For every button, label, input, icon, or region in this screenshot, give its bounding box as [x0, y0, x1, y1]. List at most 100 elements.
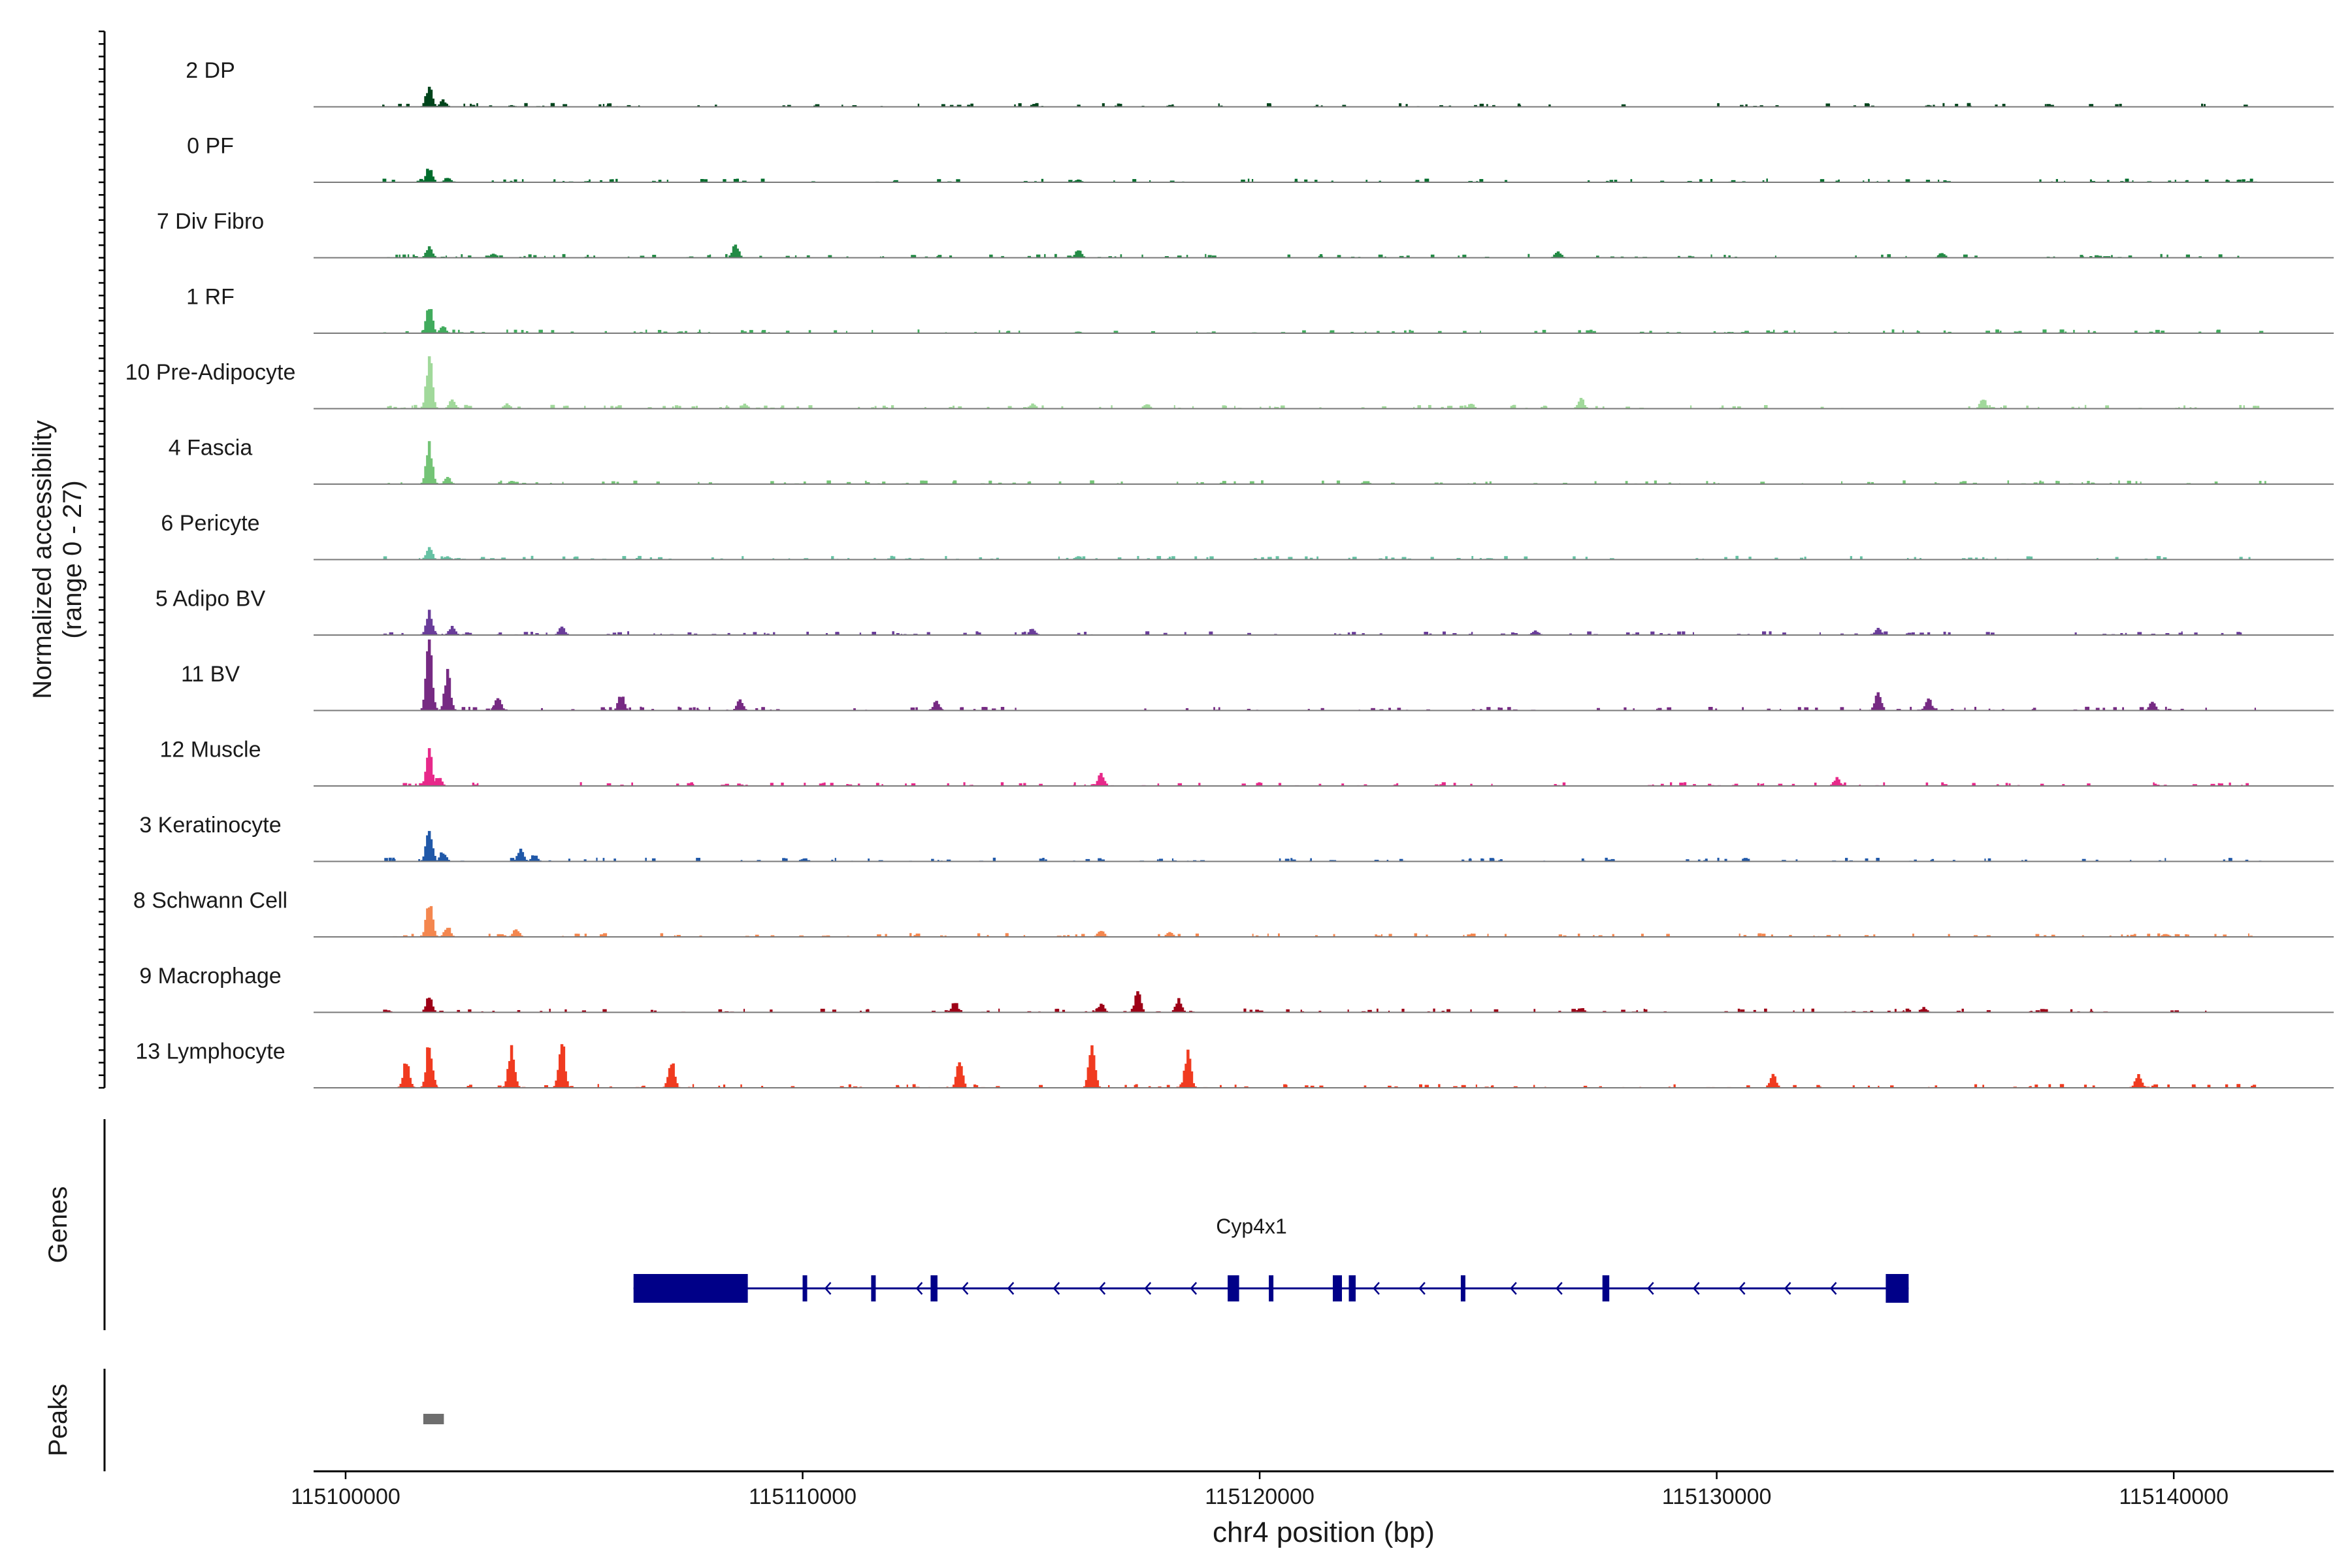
coverage-bar [1388, 708, 1391, 711]
coverage-bar [1699, 179, 1703, 182]
coverage-bar [2039, 179, 2042, 182]
coverage-bar [2147, 934, 2151, 937]
coverage-peak [514, 929, 518, 937]
coverage-bar [1989, 405, 1991, 409]
coverage-bar [1740, 105, 1744, 107]
coverage-bar [1840, 633, 1844, 635]
coverage-peak [444, 930, 448, 937]
coverage-bar [1948, 934, 1950, 937]
coverage-peak [619, 697, 623, 711]
y-axis-title: Normalized accessibility [28, 420, 57, 699]
coverage-bar [657, 330, 662, 333]
coverage-peak [431, 176, 434, 182]
coverage-bar [1793, 330, 1795, 333]
coverage-peak [614, 708, 617, 711]
coverage-bar [1668, 482, 1671, 484]
coverage-peak [621, 696, 625, 711]
coverage-bar [1062, 1009, 1066, 1013]
coverage-bar [1294, 178, 1298, 182]
coverage-bar [1984, 858, 1986, 862]
coverage-bar [877, 934, 881, 937]
coverage-peak [431, 98, 434, 107]
coverage-bar [945, 556, 947, 560]
coverage-peak [431, 320, 434, 333]
coverage-peak [435, 778, 438, 786]
coverage-peak [666, 1077, 670, 1088]
coverage-bar [523, 557, 526, 560]
coverage-bar [1474, 105, 1477, 107]
coverage-bar [1499, 708, 1503, 711]
coverage-bar [1415, 180, 1420, 182]
coverage-bar [937, 860, 939, 862]
coverage-bar [847, 558, 850, 560]
x-axis-title: chr4 position (bp) [1213, 1516, 1435, 1548]
coverage-bar [1361, 407, 1365, 409]
coverage-bar [708, 482, 712, 484]
coverage-peak [1872, 703, 1876, 711]
coverage-bar [389, 632, 393, 635]
coverage-bar [1015, 708, 1017, 711]
coverage-peak [1921, 708, 1925, 711]
track-3-keratinocyte: 3 Keratinocyte [139, 813, 2334, 862]
coverage-bar [1377, 935, 1381, 937]
coverage-bar [602, 104, 605, 107]
coverage-peak [734, 244, 738, 258]
coverage-bar [468, 406, 472, 409]
coverage-bar [506, 329, 508, 333]
strand-arrow [1007, 1282, 1015, 1295]
coverage-bar [2025, 859, 2027, 862]
coverage-bar [476, 103, 478, 107]
coverage-peak [429, 839, 433, 862]
coverage-bar [2251, 1085, 2254, 1088]
coverage-peak [1075, 331, 1078, 333]
coverage-bar [515, 482, 519, 484]
coverage-peak [427, 547, 431, 560]
coverage-bar [446, 255, 448, 258]
coverage-bar [1803, 1008, 1805, 1013]
coverage-bar [1438, 331, 1442, 333]
track-10-pre-adipocyte: 10 Pre-Adipocyte [125, 356, 2334, 410]
coverage-bar [1438, 1084, 1441, 1088]
coverage-bar [1541, 406, 1543, 409]
coverage-bar [708, 707, 711, 711]
coverage-peak [1871, 707, 1874, 711]
coverage-peak [1073, 255, 1077, 258]
coverage-peak [674, 1077, 677, 1088]
coverage-peak [1777, 1085, 1780, 1088]
coverage-bar [602, 933, 608, 937]
coverage-bar [1377, 331, 1380, 333]
coverage-peak [1086, 1067, 1090, 1088]
coverage-bar [1800, 557, 1804, 560]
coverage-peak [1179, 1004, 1183, 1013]
coverage-peak [427, 610, 431, 635]
coverage-peak [1031, 629, 1034, 635]
coverage-bar [2236, 180, 2239, 182]
coverage-bar [2000, 407, 2002, 409]
coverage-bar [1903, 1010, 1904, 1013]
coverage-peak [435, 482, 438, 484]
coverage-peak [1553, 254, 1556, 258]
coverage-peak [1177, 998, 1181, 1013]
coverage-bar [2005, 783, 2008, 786]
coverage-bar [521, 179, 524, 182]
coverage-bar [1820, 406, 1824, 409]
coverage-bar [2062, 784, 2065, 786]
coverage-bar [1816, 1085, 1820, 1088]
coverage-bar [718, 1085, 721, 1088]
coverage-bar [1497, 707, 1500, 711]
coverage-bar [2164, 706, 2167, 711]
coverage-bar [1679, 782, 1684, 786]
coverage-bar [606, 783, 612, 786]
coverage-bar [2125, 632, 2127, 635]
coverage-bar [905, 783, 907, 786]
coverage-bar [1374, 860, 1379, 862]
coverage-peak [1077, 331, 1080, 333]
coverage-bar [653, 633, 655, 635]
coverage-bar [725, 783, 729, 786]
coverage-peak [422, 478, 425, 484]
coverage-bar [2174, 180, 2176, 182]
coverage-peak [1029, 405, 1032, 409]
coverage-peak [441, 326, 445, 333]
coverage-bar [963, 632, 967, 635]
coverage-bar [1491, 783, 1493, 786]
